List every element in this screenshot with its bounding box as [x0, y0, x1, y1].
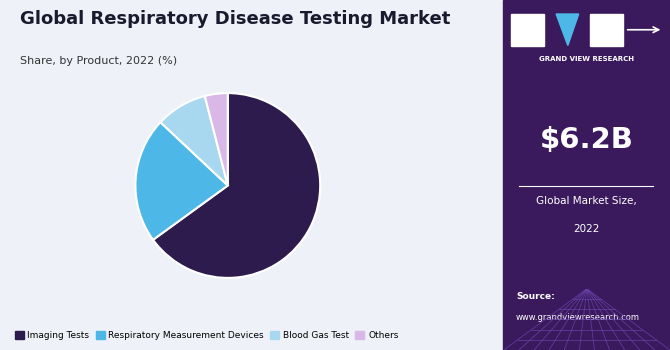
Text: Share, by Product, 2022 (%): Share, by Product, 2022 (%): [20, 56, 178, 66]
Legend: Imaging Tests, Respiratory Measurement Devices, Blood Gas Test, Others: Imaging Tests, Respiratory Measurement D…: [11, 328, 402, 344]
Text: GRAND VIEW RESEARCH: GRAND VIEW RESEARCH: [539, 56, 634, 62]
Text: Global Market Size,: Global Market Size,: [536, 196, 636, 206]
Text: Source:: Source:: [516, 292, 555, 301]
Bar: [511, 14, 544, 46]
Wedge shape: [160, 96, 228, 186]
Polygon shape: [556, 14, 579, 46]
Wedge shape: [135, 122, 228, 240]
Wedge shape: [153, 93, 320, 278]
Text: www.grandviewresearch.com: www.grandviewresearch.com: [516, 313, 640, 322]
Text: Global Respiratory Disease Testing Market: Global Respiratory Disease Testing Marke…: [20, 10, 450, 28]
Wedge shape: [205, 93, 228, 186]
Text: 2022: 2022: [573, 224, 600, 234]
Bar: [590, 14, 623, 46]
Text: $6.2B: $6.2B: [539, 126, 633, 154]
